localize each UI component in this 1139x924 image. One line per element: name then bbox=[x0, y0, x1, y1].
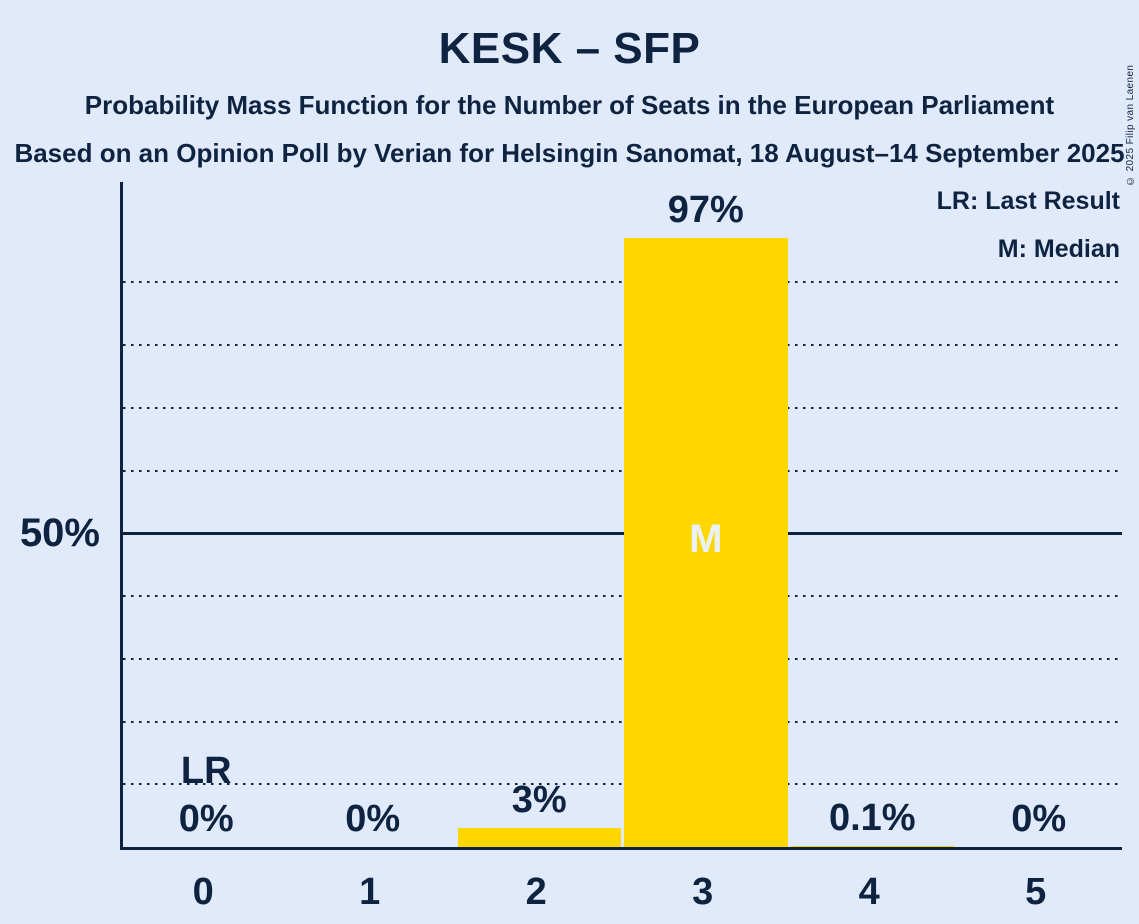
dotted-gridline-40pct bbox=[123, 595, 1122, 598]
legend-median: M: Median bbox=[997, 235, 1120, 263]
dotted-gridline-80pct bbox=[123, 344, 1122, 347]
y-axis-50pct-label: 50% bbox=[19, 511, 100, 555]
page-title: KESK – SFP bbox=[438, 24, 701, 73]
value-label-seats-4: 0.1% bbox=[828, 797, 916, 840]
x-tick-label-0: 0 bbox=[192, 871, 214, 913]
value-label-seats-0: 0% bbox=[178, 798, 234, 840]
bar-seats-2 bbox=[457, 828, 621, 847]
dotted-gridline-30pct bbox=[123, 657, 1122, 660]
dotted-gridline-20pct bbox=[123, 720, 1122, 723]
plot-area: 0% 0% 3% 97% 0.1% 0% LR M bbox=[120, 182, 1122, 850]
subtitle-line1: Probability Mass Function for the Number… bbox=[84, 90, 1055, 120]
value-label-seats-3: 97% bbox=[667, 189, 744, 232]
last-result-marker: LR bbox=[180, 750, 232, 792]
x-tick-label-4: 4 bbox=[858, 871, 880, 913]
value-label-seats-1: 0% bbox=[345, 798, 401, 840]
value-label-seats-5: 0% bbox=[1011, 798, 1067, 840]
dotted-gridline-90pct bbox=[123, 281, 1122, 284]
bar-seats-3 bbox=[624, 238, 788, 847]
x-tick-label-2: 2 bbox=[525, 871, 547, 913]
dotted-gridline-60pct bbox=[123, 469, 1122, 472]
x-tick-label-5: 5 bbox=[1025, 871, 1047, 913]
bar-seats-4 bbox=[790, 846, 954, 847]
dotted-gridline-10pct bbox=[123, 783, 1122, 786]
x-tick-label-1: 1 bbox=[359, 871, 381, 913]
subtitle-line2: Based on an Opinion Poll by Verian for H… bbox=[14, 138, 1125, 168]
value-label-seats-2: 3% bbox=[511, 779, 567, 822]
legend-last-result: LR: Last Result bbox=[936, 187, 1120, 215]
x-axis-tick-labels: 0 1 2 3 4 5 bbox=[120, 870, 1119, 920]
solid-gridline-50pct bbox=[123, 531, 1122, 535]
median-marker: M bbox=[689, 517, 723, 562]
x-tick-label-3: 3 bbox=[692, 871, 714, 913]
dotted-gridline-70pct bbox=[123, 406, 1122, 409]
copyright-notice: © 2025 Filip van Laenen bbox=[1125, 64, 1136, 186]
